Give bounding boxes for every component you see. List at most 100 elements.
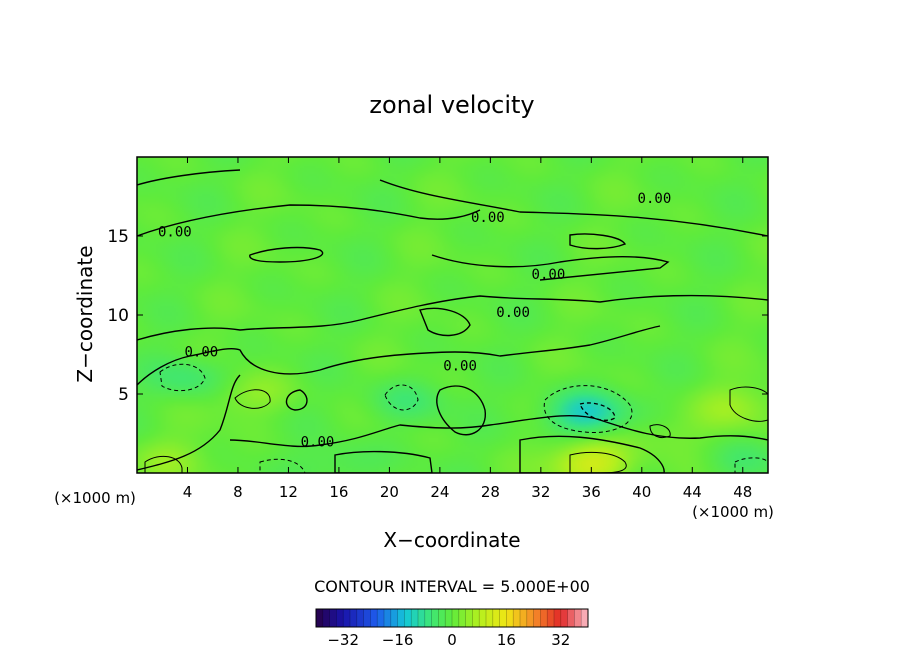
colorbar-swatch: [533, 609, 541, 627]
colorbar-tick-label: −16: [382, 631, 414, 649]
x-axis-label: X−coordinate: [383, 528, 520, 552]
colorbar-tick-label: 0: [447, 631, 457, 649]
x-tick-label: 24: [430, 483, 449, 501]
contour-negative: [259, 458, 306, 473]
colorbar-swatch: [445, 609, 453, 627]
contour-negative: [159, 363, 206, 392]
colorbar-swatch: [526, 609, 534, 627]
contour-label: 0.00: [158, 224, 192, 240]
x-tick-label: 32: [531, 483, 550, 501]
contour-zero: [137, 169, 768, 237]
colorbar-swatch: [547, 609, 555, 627]
contour-zero: [519, 435, 665, 473]
x-tick-label: 4: [183, 483, 193, 501]
colorbar-swatch: [472, 609, 480, 627]
colorbar-swatch: [336, 609, 344, 627]
colorbar-swatch: [390, 609, 398, 627]
contour-zero: [137, 204, 481, 237]
contour-positive: [144, 455, 183, 473]
contour-lines: [137, 169, 768, 473]
contour-zero: [431, 254, 670, 281]
contour-label: 0.00: [638, 191, 672, 207]
colorbar-tick-label: 16: [497, 631, 516, 649]
contour-negative: [579, 402, 616, 421]
colorbar-swatch: [424, 609, 432, 627]
contour-positive: [729, 386, 768, 422]
colorbar-swatch: [560, 609, 568, 627]
colorbar-swatch: [492, 609, 500, 627]
colorbar-swatch: [363, 609, 371, 627]
colorbar-swatch: [356, 609, 364, 627]
x-tick-label: 12: [279, 483, 298, 501]
colorbar-swatch: [411, 609, 419, 627]
contour-negative: [543, 385, 633, 434]
contour-label: 0.00: [301, 434, 335, 450]
velocity-field: [137, 157, 768, 473]
x-tick-label: 48: [733, 483, 752, 501]
colorbar-swatch: [486, 609, 494, 627]
colorbar-swatch: [397, 609, 405, 627]
colorbar-swatch: [465, 609, 473, 627]
colorbar-swatch: [452, 609, 460, 627]
contour-labels: 0.00 0.00 0.00 0.00 0.00 0.00 0.00 0.00: [158, 191, 671, 450]
x-unit-label-left: (×1000 m): [54, 489, 136, 507]
colorbar-swatch: [567, 609, 575, 627]
colorbar-swatch: [431, 609, 439, 627]
colorbar-swatch: [404, 609, 412, 627]
x-tick-label: 28: [481, 483, 500, 501]
colorbar-swatch: [458, 609, 466, 627]
contour-label: 0.00: [532, 267, 566, 283]
chart-title: zonal velocity: [369, 91, 534, 119]
x-tick-label: 36: [582, 483, 601, 501]
contour-label: 0.00: [496, 305, 530, 321]
x-unit-label-right: (×1000 m): [692, 503, 774, 521]
colorbar-swatch: [574, 609, 582, 627]
colorbar-swatch: [479, 609, 487, 627]
contour-zero: [137, 294, 768, 341]
colorbar-swatch: [350, 609, 358, 627]
y-axis-label: Z−coordinate: [73, 245, 97, 382]
contour-label: 0.00: [471, 210, 505, 226]
contour-zero: [569, 233, 627, 250]
y-tick-label: 10: [107, 306, 129, 326]
contour-negative: [384, 384, 419, 411]
contour-zero: [137, 325, 661, 386]
contour-zero: [334, 450, 433, 473]
colorbar-swatch: [520, 609, 528, 627]
x-tick-label: 40: [632, 483, 651, 501]
colorbar-swatch: [513, 609, 521, 627]
colorbar-swatch: [329, 609, 337, 627]
contour-zero: [436, 385, 486, 436]
x-tick-label: 44: [683, 483, 702, 501]
colorbar-swatch: [384, 609, 392, 627]
x-tick-label: 20: [380, 483, 399, 501]
y-tick-label: 5: [118, 385, 129, 405]
contour-zero: [419, 307, 471, 337]
colorbar-swatch: [418, 609, 426, 627]
colorbar-frame: [315, 608, 589, 628]
colorbar-swatch: [581, 609, 589, 627]
contour-zero: [285, 389, 308, 411]
contour-label: 0.00: [185, 344, 219, 360]
y-tick-label: 15: [107, 227, 129, 247]
contour-positive: [649, 424, 671, 439]
colorbar-swatch: [506, 609, 514, 627]
x-tick-label: 8: [233, 483, 243, 501]
x-tick-label: 16: [329, 483, 348, 501]
colorbar-swatch: [343, 609, 351, 627]
colorbar: [315, 608, 589, 628]
colorbar-swatch: [316, 609, 324, 627]
colorbar-tick-label: 32: [551, 631, 570, 649]
contour-label: 0.00: [443, 359, 477, 375]
colorbar-swatch: [377, 609, 385, 627]
colorbar-ticks: −32 −16 0 16 32: [327, 631, 570, 649]
contour-zero: [249, 246, 324, 263]
colorbar-swatch: [554, 609, 562, 627]
contour-positive: [234, 389, 271, 409]
colorbar-swatch: [370, 609, 378, 627]
contour-interval-text: CONTOUR INTERVAL = 5.000E+00: [314, 577, 590, 596]
colorbar-swatch: [438, 609, 446, 627]
contour-zero: [137, 374, 768, 471]
